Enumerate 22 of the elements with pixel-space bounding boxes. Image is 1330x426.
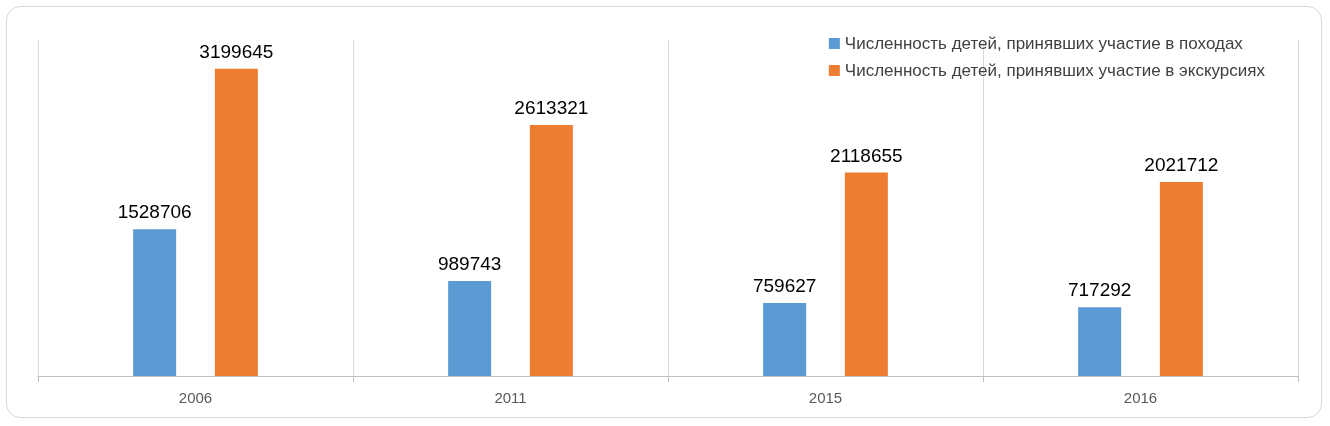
bar [763,303,807,376]
legend-label: Численность детей, принявших участие в походах [844,34,1244,53]
bar [214,68,258,376]
bar [1159,181,1203,376]
data-label: 2118655 [830,144,903,166]
x-tick-label: 2006 [178,389,213,406]
bar [529,125,573,376]
bar [448,280,492,376]
data-label: 3199645 [199,40,274,62]
x-tick-label: 2011 [494,389,527,406]
data-label: 2613321 [514,97,589,119]
data-label: 1528706 [117,201,192,223]
data-label: 759627 [752,275,817,297]
x-tick-label: 2016 [1123,389,1158,406]
bar [133,229,177,376]
legend-label: Численность детей, принявших участие в экскурсиях [844,61,1266,80]
bar [1078,307,1122,376]
data-label: 717292 [1067,279,1132,301]
data-label: 989743 [437,252,502,274]
x-tick-label: 2015 [808,389,843,406]
data-label: 2021712 [1144,153,1219,175]
bar [844,172,888,376]
